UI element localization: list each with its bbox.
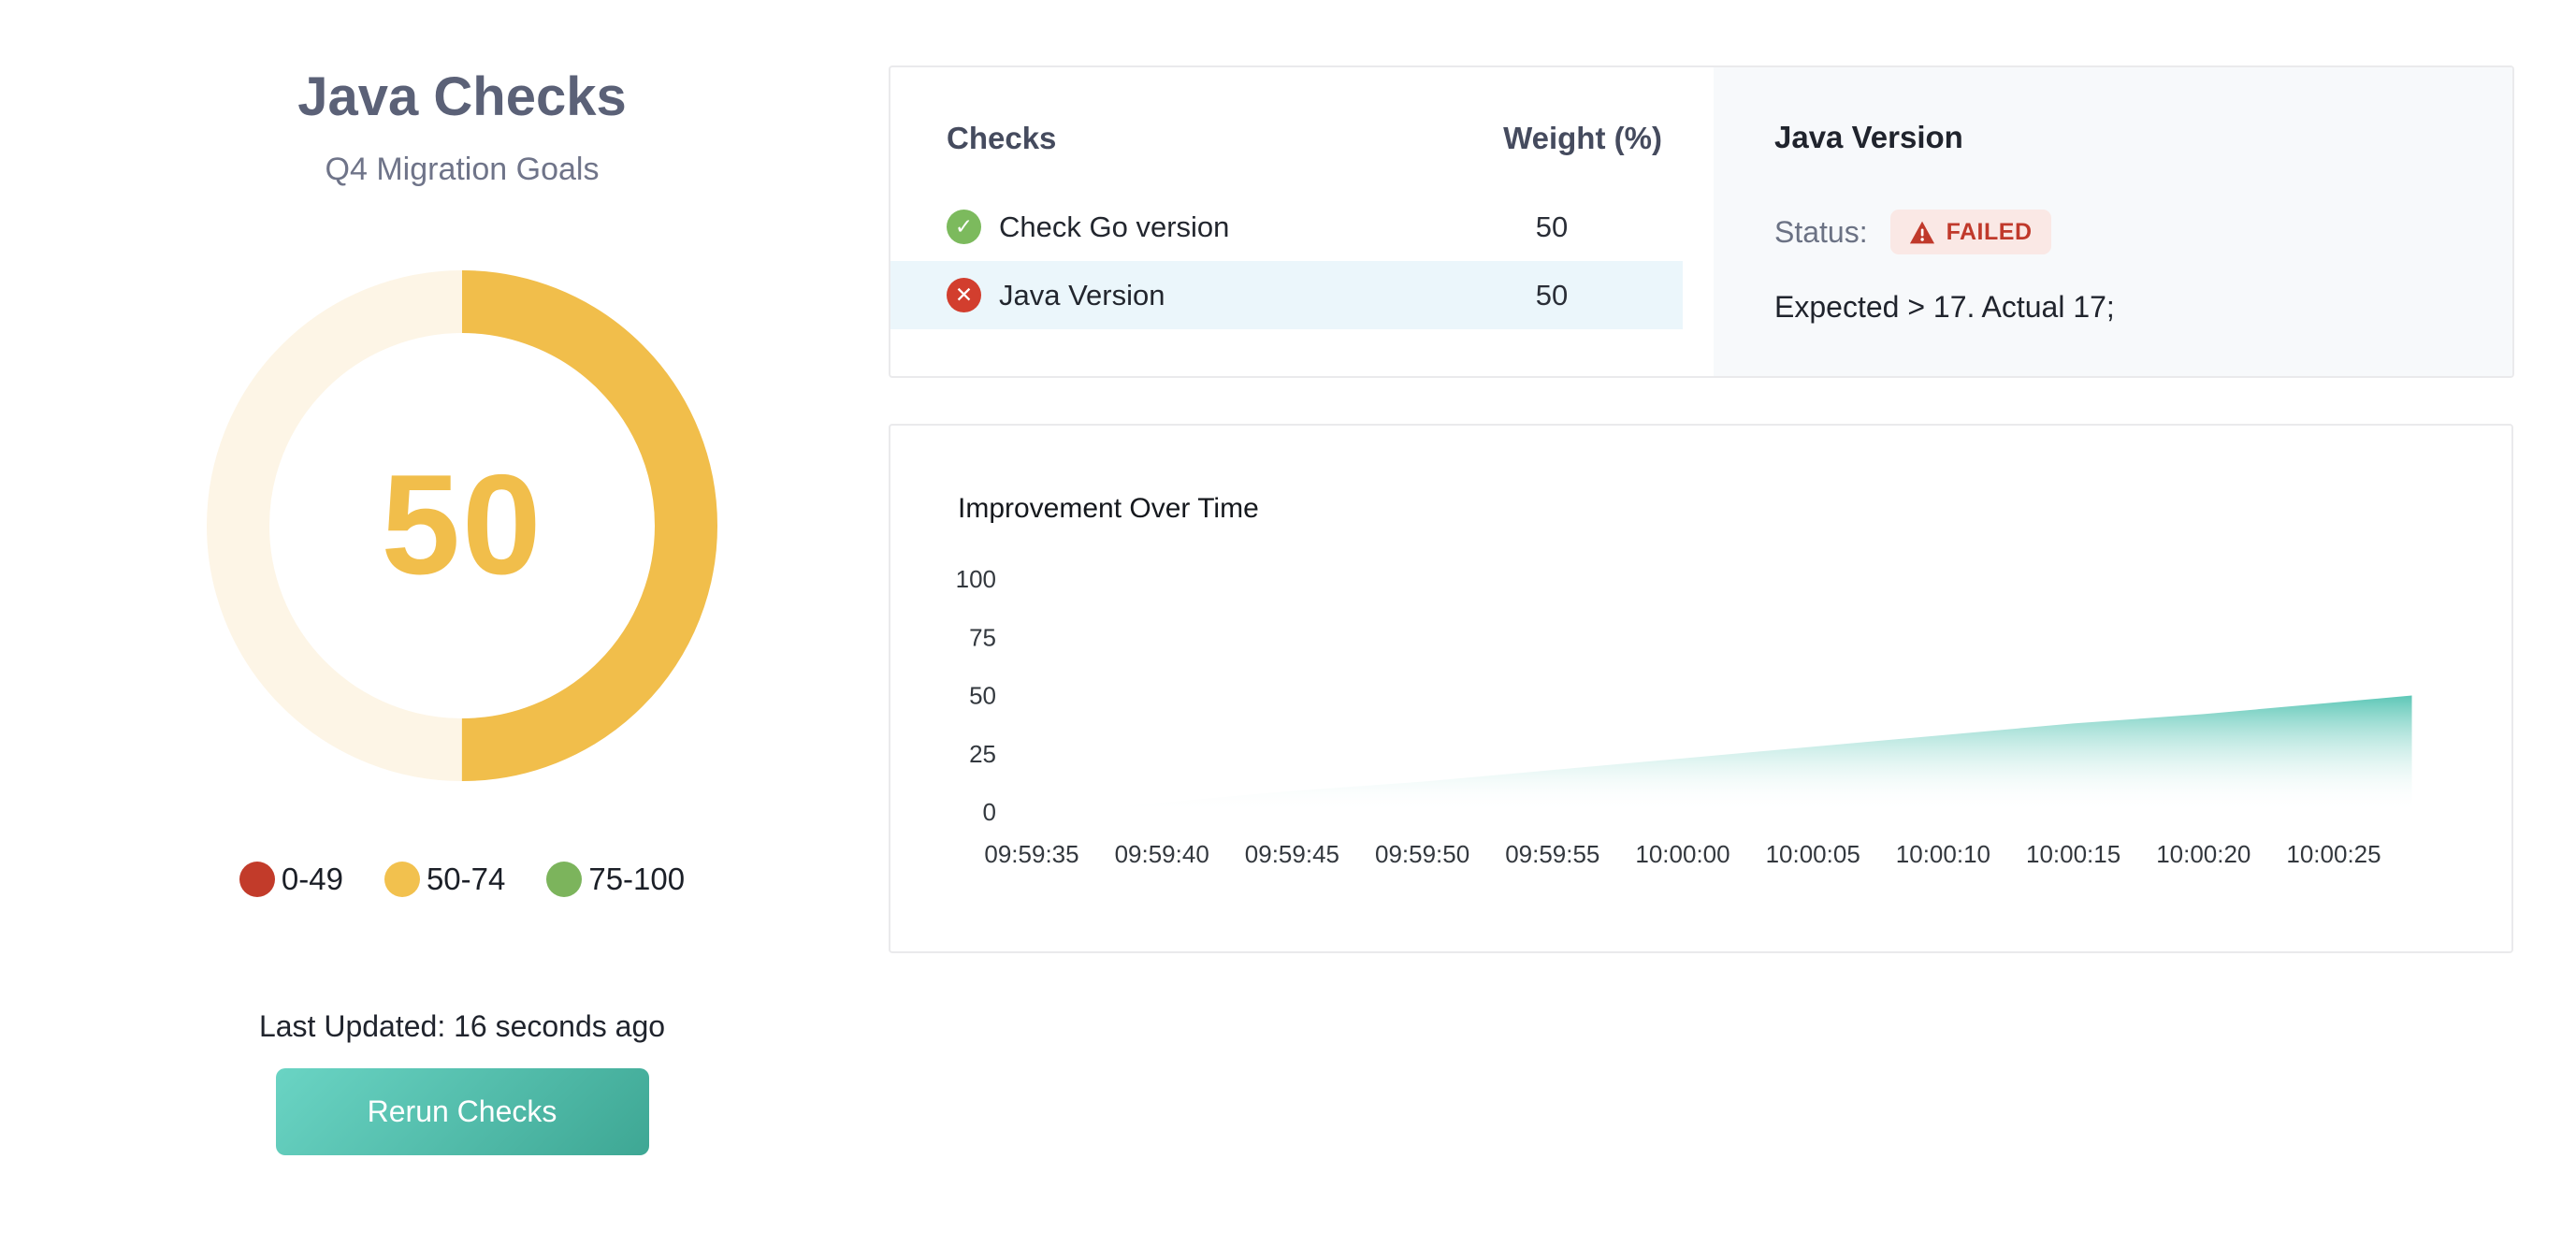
y-axis-tick-label: 50 <box>969 682 996 710</box>
check-detail-panel: Java Version Status: FAILED Expected > 1… <box>1714 67 2512 376</box>
check-name-cell: ✕ Java Version <box>890 278 1421 312</box>
chart-title: Improvement Over Time <box>958 493 1259 524</box>
checks-table-header: Checks Weight (%) <box>890 120 1714 157</box>
check-name-cell: ✓ Check Go version <box>890 210 1421 244</box>
legend-item-75-100: 75-100 <box>546 861 686 897</box>
x-axis-tick-label: 10:00:00 <box>1635 840 1729 868</box>
y-axis-tick-label: 100 <box>956 565 996 593</box>
status-badge-text: FAILED <box>1946 218 2033 245</box>
improvement-chart-card: Improvement Over Time 0 25 50 75 100 09:59:35… <box>889 424 2513 953</box>
status-row: Status: FAILED <box>1774 210 2512 254</box>
x-axis-tick-label: 09:59:55 <box>1505 840 1599 868</box>
gauge-ring <box>207 269 717 781</box>
x-axis-tick-label: 09:59:35 <box>984 840 1078 868</box>
warning-triangle-icon <box>1909 221 1935 244</box>
checks-table-body: ✓ Check Go version 50 ✕ Java Version 50 <box>890 193 1714 329</box>
score-gauge: 50 <box>207 269 717 781</box>
column-header-weight: Weight (%) <box>1503 121 1662 155</box>
check-failed-icon: ✕ <box>947 278 981 312</box>
page-title: Java Checks <box>297 66 627 127</box>
last-updated-text: Last Updated: 16 seconds ago <box>258 1008 666 1043</box>
check-name: Check Go version <box>999 210 1230 243</box>
checks-card: Checks Weight (%) ✓ Check Go version 50 ✕ Ja… <box>889 65 2514 378</box>
check-weight: 50 <box>1535 278 1569 312</box>
y-axis-tick-label: 0 <box>983 798 996 826</box>
page-subtitle: Q4 Migration Goals <box>325 151 600 187</box>
legend-dot-icon <box>239 861 275 897</box>
detail-message: Expected > 17. Actual 17; <box>1774 290 2115 324</box>
area-series <box>1057 695 2412 812</box>
x-axis-tick-label: 09:59:45 <box>1245 840 1339 868</box>
legend-label: 75-100 <box>588 861 686 896</box>
checks-table: Checks Weight (%) ✓ Check Go version 50 ✕ Ja… <box>890 67 1714 376</box>
check-name: Java Version <box>999 278 1165 312</box>
legend-label: 0-49 <box>281 861 343 896</box>
detail-title: Java Version <box>1774 120 1963 154</box>
x-axis-tick-label: 10:00:25 <box>2286 840 2381 868</box>
x-axis-tick-label: 10:00:20 <box>2156 840 2250 868</box>
rerun-checks-button[interactable]: Rerun Checks <box>275 1067 649 1155</box>
x-axis-tick-label: 10:00:05 <box>1766 840 1860 868</box>
legend-dot-icon <box>546 861 583 897</box>
legend-item-50-74: 50-74 <box>384 861 506 897</box>
legend-dot-icon <box>384 861 420 897</box>
summary-panel: Java Checks Q4 Migration Goals 50 0-49 50… <box>88 0 836 1155</box>
x-axis-tick-label: 10:00:10 <box>1896 840 1990 868</box>
gauge-legend: 0-49 50-74 75-100 <box>88 861 836 897</box>
x-axis-tick-label: 09:59:40 <box>1115 840 1209 868</box>
table-row[interactable]: ✕ Java Version 50 <box>890 261 1683 329</box>
x-axis-tick-label: 10:00:15 <box>2026 840 2120 868</box>
status-badge: FAILED <box>1889 210 2051 254</box>
legend-item-0-49: 0-49 <box>239 861 343 897</box>
status-label: Status: <box>1774 214 1868 249</box>
check-passed-icon: ✓ <box>947 210 981 244</box>
y-axis-tick-label: 25 <box>969 740 996 768</box>
column-header-checks: Checks <box>947 121 1057 155</box>
check-weight: 50 <box>1535 210 1569 243</box>
x-axis-tick-label: 09:59:50 <box>1375 840 1469 868</box>
legend-label: 50-74 <box>426 861 506 896</box>
table-row[interactable]: ✓ Check Go version 50 <box>890 193 1683 261</box>
y-axis-tick-label: 75 <box>969 623 996 651</box>
gauge-value: 50 <box>381 445 543 605</box>
